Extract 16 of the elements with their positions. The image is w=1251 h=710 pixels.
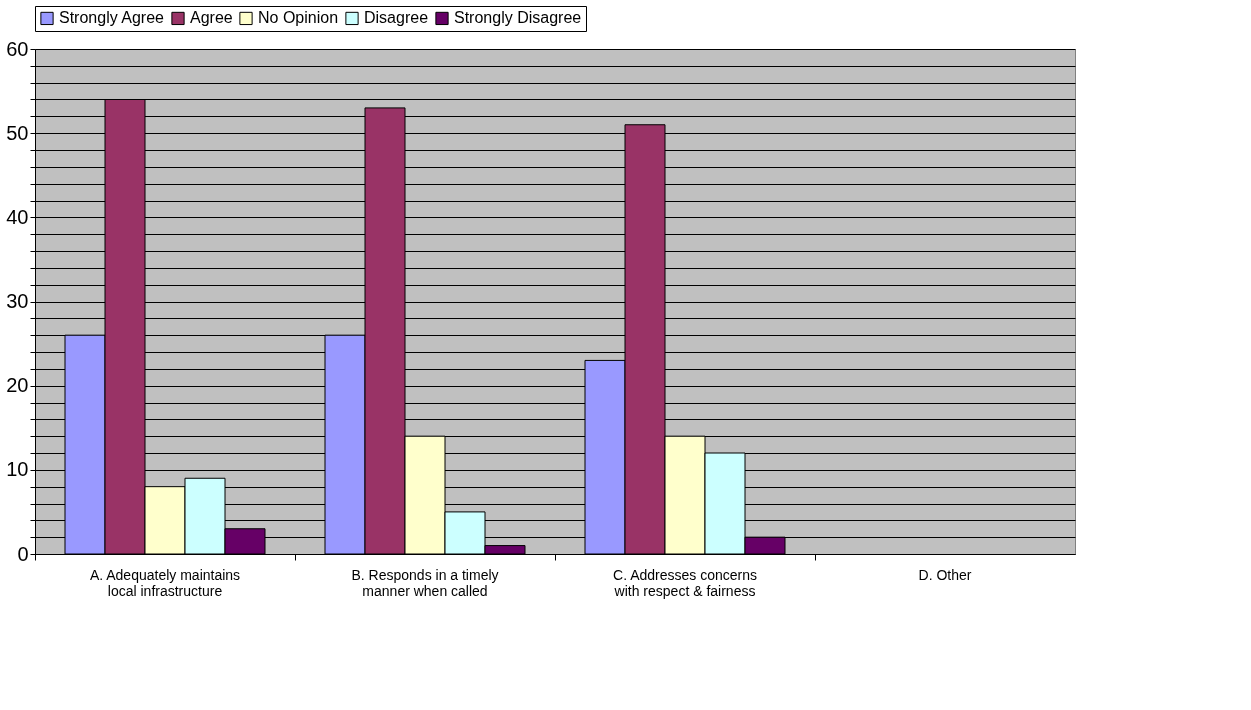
x-tick-label: C. Addresses concerns with respect & fairness xyxy=(613,566,757,599)
y-tick-label: 50 xyxy=(6,121,29,144)
legend-label: Strongly Disagree xyxy=(454,9,582,27)
legend-label: Disagree xyxy=(364,9,429,27)
x-tick-label: B. Responds in a timely manner when called xyxy=(351,566,499,599)
legend-label: Agree xyxy=(190,9,233,27)
y-tick-label: 30 xyxy=(6,290,29,312)
y-tick-label: 20 xyxy=(6,374,29,397)
x-tick-label: A. Adequately maintains local infrastructure xyxy=(89,566,241,599)
y-tick-label: 40 xyxy=(6,205,29,228)
y-tick-label: 0 xyxy=(17,542,29,565)
x-tick-label: D. Other xyxy=(918,566,972,583)
y-tick-label: 10 xyxy=(6,458,29,481)
legend-label: No Opinion xyxy=(258,9,339,27)
y-tick-label: 60 xyxy=(6,37,29,60)
legend-label: Strongly Agree xyxy=(59,9,165,27)
